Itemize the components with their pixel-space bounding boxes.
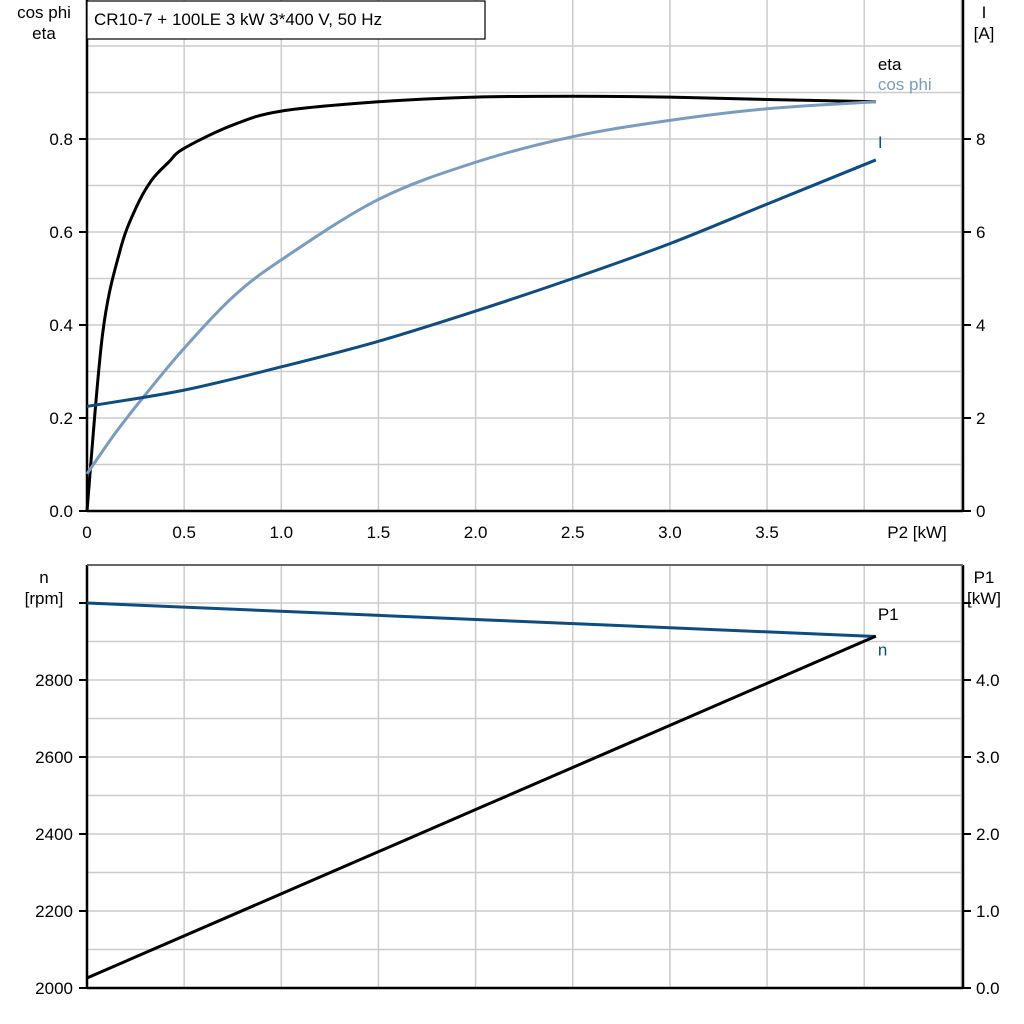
series-label-I: I <box>878 133 883 152</box>
y-axis-label: n <box>39 568 48 587</box>
x-tick-label: 2.5 <box>561 523 585 542</box>
x-tick-label: 0 <box>82 523 91 542</box>
series-line-I <box>86 158 877 408</box>
y-right-axis-label: I <box>982 3 987 22</box>
y-right-tick-label: 0.0 <box>976 979 1000 998</box>
series-label-P1: P1 <box>878 605 899 624</box>
y-tick-label: 0.4 <box>49 316 73 335</box>
panel-speed-power: 2000 2200 2400 2600 2800 0.0 1.0 2.0 3.0 4.0 n [rpm… <box>25 564 1001 998</box>
y-right-tick-label: 8 <box>976 130 985 149</box>
series-line-cos-phi <box>85 100 876 475</box>
y-tick-label: 2200 <box>35 902 73 921</box>
series-line-P1 <box>86 634 877 980</box>
title-box <box>86 0 486 40</box>
y-tick-label: 0.2 <box>49 409 73 428</box>
y-axis-label: [rpm] <box>25 589 64 608</box>
y-right-axis-label: P1 <box>974 568 995 587</box>
y-tick-label: 2000 <box>35 979 73 998</box>
y-right-tick-label: 6 <box>976 223 985 242</box>
x-tick-label: 3.0 <box>658 523 682 542</box>
y-tick-label: 2600 <box>35 748 73 767</box>
y-axis-label: eta <box>32 24 56 43</box>
y-tick-label: 0.0 <box>49 502 73 521</box>
y-right-tick-label: 3.0 <box>976 748 1000 767</box>
y-right-tick-label: 2 <box>976 409 985 428</box>
y-right-tick-label: 4 <box>976 316 985 335</box>
x-tick-label: 1.0 <box>269 523 293 542</box>
y-axis-label: cos phi <box>17 3 71 22</box>
series-label-eta: eta <box>878 55 902 74</box>
y-tick-label: 2400 <box>35 825 73 844</box>
x-axis-label: P2 [kW] <box>887 523 947 542</box>
series-label-cos-phi: cos phi <box>878 75 932 94</box>
y-right-tick-label: 2.0 <box>976 825 1000 844</box>
y-tick-label: 0.8 <box>49 130 73 149</box>
y-right-axis-label: [kW] <box>967 589 1001 608</box>
y-right-tick-label: 4.0 <box>976 671 1000 690</box>
y-tick-label: 2800 <box>35 671 73 690</box>
y-tick-label: 0.6 <box>49 223 73 242</box>
chart-title: CR10-7 + 100LE 3 kW 3*400 V, 50 Hz <box>94 10 382 29</box>
y-right-tick-label: 0 <box>976 502 985 521</box>
y-right-tick-label: 1.0 <box>976 902 1000 921</box>
x-tick-label: 2.0 <box>464 523 488 542</box>
x-tick-label: 0.5 <box>172 523 196 542</box>
series-line-n <box>86 601 876 638</box>
y-right-axis-label: [A] <box>974 24 995 43</box>
series-label-n: n <box>878 640 887 659</box>
series-line-eta <box>85 94 876 512</box>
x-tick-label: 1.5 <box>367 523 391 542</box>
x-tick-label: 3.5 <box>755 523 779 542</box>
